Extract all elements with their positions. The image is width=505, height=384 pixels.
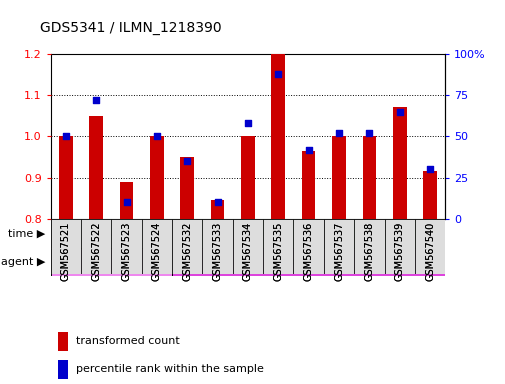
Bar — [362, 136, 376, 219]
Point — [304, 146, 312, 152]
Bar — [120, 182, 133, 219]
Text: GSM567534: GSM567534 — [242, 222, 252, 281]
FancyBboxPatch shape — [202, 219, 232, 273]
Point — [365, 130, 373, 136]
Bar — [89, 116, 103, 219]
Text: control: control — [92, 257, 130, 267]
Text: GSM567535: GSM567535 — [273, 222, 283, 281]
Text: hour 24: hour 24 — [362, 228, 406, 238]
FancyBboxPatch shape — [354, 219, 384, 273]
FancyBboxPatch shape — [141, 219, 172, 273]
Text: GDS5341 / ILMN_1218390: GDS5341 / ILMN_1218390 — [40, 21, 222, 35]
Bar — [59, 136, 73, 219]
Text: GSM567533: GSM567533 — [212, 222, 222, 281]
Text: GSM567540: GSM567540 — [424, 222, 434, 281]
Text: agent ▶: agent ▶ — [1, 257, 45, 267]
FancyBboxPatch shape — [323, 219, 444, 248]
Bar — [332, 136, 345, 219]
Bar — [301, 151, 315, 219]
Bar — [59, 332, 68, 351]
Point — [183, 158, 191, 164]
Text: GSM567533: GSM567533 — [212, 222, 222, 281]
Text: GSM567535: GSM567535 — [273, 222, 283, 281]
Text: GSM567538: GSM567538 — [364, 222, 374, 281]
FancyBboxPatch shape — [414, 219, 444, 273]
Text: GSM567534: GSM567534 — [242, 222, 252, 281]
Bar — [211, 200, 224, 219]
FancyBboxPatch shape — [263, 219, 293, 273]
Bar — [392, 108, 406, 219]
Text: time ▶: time ▶ — [8, 228, 45, 238]
Point — [62, 133, 70, 139]
FancyBboxPatch shape — [50, 219, 172, 248]
Text: GSM567521: GSM567521 — [61, 222, 71, 281]
Text: GSM567538: GSM567538 — [364, 222, 374, 281]
Text: hour 8: hour 8 — [184, 228, 220, 238]
FancyBboxPatch shape — [172, 248, 444, 276]
Text: percentile rank within the sample: percentile rank within the sample — [76, 364, 264, 374]
Text: GSM567524: GSM567524 — [152, 222, 162, 281]
Point — [274, 71, 282, 77]
Text: GSM567523: GSM567523 — [121, 222, 131, 281]
Text: GSM567537: GSM567537 — [333, 222, 343, 281]
Point — [92, 97, 100, 103]
FancyBboxPatch shape — [232, 219, 323, 248]
FancyBboxPatch shape — [172, 219, 202, 273]
FancyBboxPatch shape — [50, 248, 172, 276]
Bar — [59, 360, 68, 379]
Bar — [423, 171, 436, 219]
FancyBboxPatch shape — [232, 219, 263, 273]
FancyBboxPatch shape — [111, 219, 141, 273]
Text: GSM567536: GSM567536 — [303, 222, 313, 281]
Text: rotenone: rotenone — [283, 257, 333, 267]
Text: GSM567522: GSM567522 — [91, 222, 101, 281]
Text: GSM567540: GSM567540 — [424, 222, 434, 281]
Text: hour 15: hour 15 — [256, 228, 299, 238]
FancyBboxPatch shape — [323, 219, 353, 273]
Text: GSM567539: GSM567539 — [394, 222, 404, 281]
Bar — [241, 136, 255, 219]
Point — [153, 133, 161, 139]
Text: GSM567539: GSM567539 — [394, 222, 404, 281]
Text: hour 0: hour 0 — [93, 228, 129, 238]
Bar — [150, 136, 164, 219]
Bar — [271, 54, 285, 219]
Text: GSM567537: GSM567537 — [333, 222, 343, 281]
FancyBboxPatch shape — [293, 219, 323, 273]
FancyBboxPatch shape — [172, 219, 232, 248]
Bar — [180, 157, 194, 219]
Point — [395, 109, 403, 115]
Point — [122, 199, 130, 205]
FancyBboxPatch shape — [81, 219, 111, 273]
Text: GSM567532: GSM567532 — [182, 222, 192, 281]
FancyBboxPatch shape — [50, 219, 81, 273]
Point — [334, 130, 342, 136]
Text: GSM567524: GSM567524 — [152, 222, 162, 281]
Point — [425, 166, 433, 172]
FancyBboxPatch shape — [384, 219, 414, 273]
Text: GSM567536: GSM567536 — [303, 222, 313, 281]
Text: transformed count: transformed count — [76, 336, 180, 346]
Text: GSM567532: GSM567532 — [182, 222, 192, 281]
Text: GSM567521: GSM567521 — [61, 222, 71, 281]
Point — [243, 120, 251, 126]
Text: GSM567523: GSM567523 — [121, 222, 131, 281]
Point — [213, 199, 221, 205]
Text: GSM567522: GSM567522 — [91, 222, 101, 281]
